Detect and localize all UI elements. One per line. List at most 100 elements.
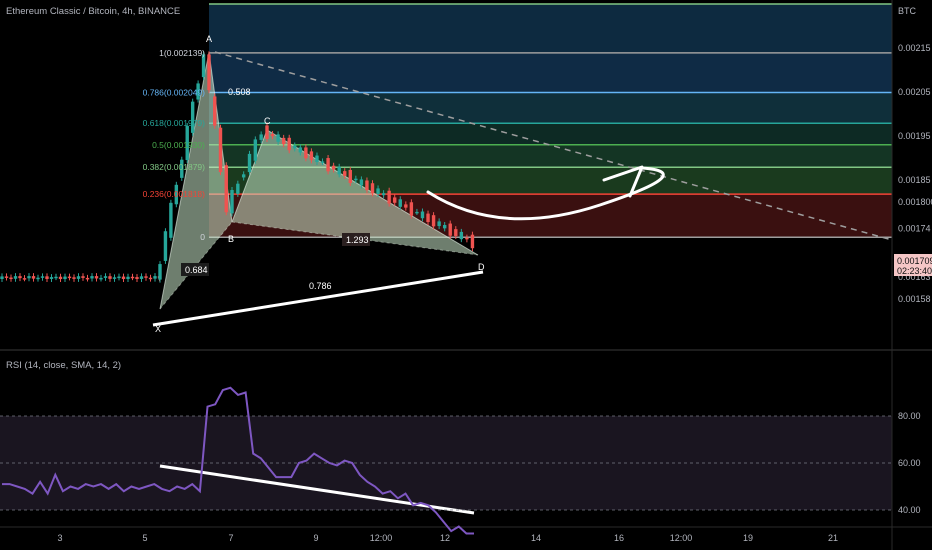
candle-body xyxy=(207,54,211,91)
candle-body xyxy=(72,277,76,279)
point-a-label: A xyxy=(206,34,212,44)
candle-body xyxy=(393,197,397,203)
harmonic-triangle-bcd xyxy=(232,130,478,255)
candle-body xyxy=(470,234,475,249)
price-tick-label: 0.00174 xyxy=(898,223,931,233)
candle-body xyxy=(409,202,414,216)
price-tick-label: 0.00215 xyxy=(898,43,931,53)
candle-body xyxy=(49,277,54,279)
time-tick-label: 12 xyxy=(440,533,450,543)
candle-body xyxy=(287,137,291,151)
candle-body xyxy=(180,159,184,178)
fib-label-0: 1(0.002139) xyxy=(159,48,205,58)
candle-body xyxy=(265,125,269,139)
time-axis[interactable]: 3 5 7 9 12:00 12 14 16 12:00 19 21 xyxy=(57,533,838,543)
candle-body xyxy=(103,276,108,278)
rsi-trendline[interactable] xyxy=(159,464,475,515)
rsi-axis[interactable]: 80.00 60.00 40.00 xyxy=(898,411,921,515)
point-b-label: B xyxy=(228,234,234,244)
candle-body xyxy=(81,276,85,278)
point-c-label: C xyxy=(264,116,271,126)
candle-body xyxy=(236,183,240,194)
fib-label-3: 0.5(0.001930) xyxy=(152,140,205,150)
candle-body xyxy=(163,231,168,261)
candle-body xyxy=(135,277,139,279)
candle-body xyxy=(218,127,223,173)
candle-body xyxy=(381,193,386,196)
candle-body xyxy=(185,126,189,161)
dashed-trendline[interactable] xyxy=(214,51,893,241)
ratio-0684-box xyxy=(181,263,209,276)
candle-body xyxy=(174,184,179,205)
price-tick-label: 0.00163 xyxy=(898,272,931,282)
time-tick-label: 16 xyxy=(614,533,624,543)
candle-body xyxy=(121,276,126,280)
candle-body xyxy=(153,276,157,279)
candle-body xyxy=(320,161,325,163)
candle-body xyxy=(190,101,195,133)
candle-body xyxy=(276,134,280,142)
rsi-line xyxy=(2,386,474,535)
candle-body xyxy=(459,231,464,240)
currency-label: BTC xyxy=(898,6,917,16)
candle-body xyxy=(337,166,341,175)
candle-body xyxy=(108,276,112,279)
price-badge: 0.001709 02:23:40 xyxy=(894,254,932,276)
fib-zone-0 xyxy=(209,52,892,93)
candle-body xyxy=(126,276,130,280)
candle-body xyxy=(442,225,447,229)
candle-body xyxy=(27,276,31,279)
candle-body xyxy=(315,155,319,163)
support-trendline[interactable] xyxy=(152,270,484,327)
rsi-tick-label: 60.00 xyxy=(898,458,921,468)
candle-body xyxy=(387,190,391,204)
candle-body xyxy=(158,264,162,280)
candle-body xyxy=(331,165,336,170)
candle-body xyxy=(404,204,408,208)
candle-body xyxy=(437,221,441,227)
candle-body xyxy=(448,223,452,236)
candle-body xyxy=(36,277,40,280)
candle-body xyxy=(298,147,303,153)
candle-body xyxy=(139,276,144,279)
candle-body xyxy=(398,199,402,207)
candle-body xyxy=(247,153,252,173)
time-tick-label: 5 xyxy=(142,533,147,543)
candle-body xyxy=(270,134,275,137)
chart-title: Ethereum Classic / Bitcoin, 4h, BINANCE xyxy=(6,6,180,17)
fib-label-2: 0.618(0.001979) xyxy=(143,118,206,128)
price-axis[interactable]: 0.00215 0.00205 0.00195 0.00185 0.001800 0.00… xyxy=(898,43,932,304)
candle-body xyxy=(144,276,148,278)
fib-label-5: 0.236(0.001818) xyxy=(143,189,206,199)
rsi-tick-label: 40.00 xyxy=(898,505,921,515)
rsi-title: RSI (14, close, SMA, 14, 2) xyxy=(6,360,121,371)
candle-body xyxy=(85,277,90,280)
fib-label-6: 0 xyxy=(200,232,205,242)
candle-body xyxy=(31,276,36,279)
candle-body xyxy=(213,96,217,126)
candle-body xyxy=(4,276,9,278)
candle-body xyxy=(376,188,380,195)
candle-body xyxy=(431,215,436,227)
time-tick-label: 14 xyxy=(531,533,541,543)
ratio-0508-label: 0.508 xyxy=(228,87,251,97)
candle-body xyxy=(90,276,94,279)
projection-arrow-head xyxy=(602,165,644,198)
price-badge-bg xyxy=(894,254,932,276)
candle-body xyxy=(230,190,234,214)
rsi-pane[interactable] xyxy=(0,386,892,535)
fib-zone-3 xyxy=(209,144,892,168)
time-tick-label: 9 xyxy=(313,533,318,543)
price-badge-countdown: 02:23:40 xyxy=(897,266,932,276)
candle-body xyxy=(365,180,369,191)
projection-arrow[interactable] xyxy=(426,166,665,221)
harmonic-outline xyxy=(159,51,479,310)
candle-body xyxy=(293,145,297,149)
candle-body xyxy=(259,134,263,140)
candle-body xyxy=(304,147,308,159)
fib-zone-top xyxy=(209,4,892,53)
candle-body xyxy=(370,183,375,194)
price-badge-value: 0.001709 xyxy=(897,256,932,266)
candle-body xyxy=(9,277,13,280)
